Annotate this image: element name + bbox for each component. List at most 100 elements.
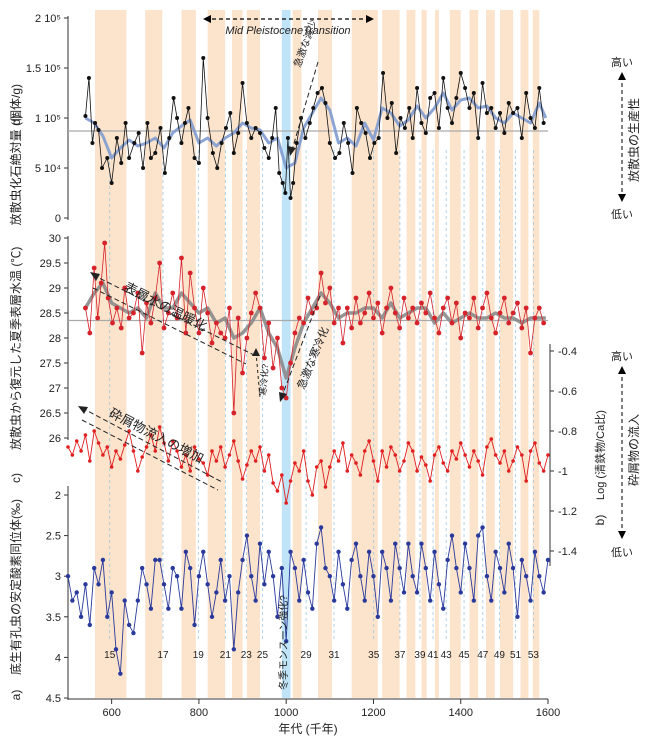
panel-d-point [327,141,332,145]
y-tick-label: 29 [49,283,61,295]
y-tick-label: -0.6 [558,386,577,398]
panel-c-point [283,395,289,401]
panel-d-point [96,128,101,132]
panel-d-point [210,151,215,155]
panel-d-point [90,141,95,145]
panel-c-point [231,410,237,416]
panel-a-point [423,565,429,571]
mis-stage-label: 15 [104,650,116,661]
panel-a-point [74,590,79,595]
panel-b-point [266,453,271,457]
panel-d-point [162,171,167,175]
panel-d-ylabel: 放散虫化石絶対量 (個体/g) [8,84,23,225]
panel-a-point [222,598,228,603]
panel-c-point [227,305,232,311]
panel-b-point [406,441,411,445]
glacial-band [292,10,302,698]
panel-c-point [467,315,472,321]
panel-a-point [436,582,442,587]
panel-d-point [291,181,296,185]
panel-c-point [475,325,481,331]
mis-stage-label: 21 [220,650,232,661]
panel-c-point [213,320,219,326]
glacial-bands [95,10,540,698]
panel-a-point [432,549,437,555]
panel-a-point [414,590,420,595]
glacial-band [434,10,439,698]
panel-a-point [279,565,285,571]
panel-d-point [484,111,489,115]
panel-a-point [148,606,154,611]
panel-b-point [458,441,463,445]
panel-a-point [462,541,468,546]
panel-c-point [506,320,512,326]
panel-d-point [136,131,141,135]
panel-c-point [414,320,420,326]
panel-b-point [441,461,446,465]
panel-a-point [523,574,529,579]
panel-b-point [537,461,542,465]
panel-c-point [87,330,93,336]
panel-d-point [537,86,542,90]
panel-c-point [427,290,433,296]
panel-c-ylabel: 放散虫から復元した夏季表層水温 (℃) [8,247,23,450]
panel-c-point [323,300,328,306]
panel-c-point [205,310,211,316]
glacial-band [232,10,243,698]
panel-c-point [318,270,324,276]
panel-b-point [301,449,306,453]
panel-b-point [236,459,240,463]
panel-b-point [371,459,376,463]
panel-a-point [174,574,180,579]
panel-d-point [228,111,233,115]
panel-d-point [363,131,368,135]
panel-d-point [283,191,288,195]
panel-b-point [144,445,149,449]
panel-c-point [301,320,307,326]
glacial-band [421,10,427,698]
panel-c-point [105,295,111,301]
y-tick-label: 1.5 10⁵ [26,63,61,75]
mpt-annotation: Mid PleistoceneTransition [203,15,374,37]
panel-c-point [161,325,167,331]
panel-c-point [501,295,507,301]
panel-a-point [471,598,477,603]
productivity-high: 高い [611,55,633,69]
panel-d-point [307,121,312,125]
panel-c-point [419,300,424,306]
panel-c-point [235,315,241,321]
panel-c-point [179,255,184,261]
panel-d-point [280,181,285,185]
panel-a-point [345,606,350,611]
panel-b-point [175,449,179,453]
panel-b-point [480,473,485,477]
panel-d-point [179,141,184,145]
y-tick-label: 29.5 [40,258,61,270]
panel-c-point [218,330,224,336]
mis-stage-label: 41 [428,650,440,661]
y-tick-label: 27 [49,383,61,395]
panel-b-point [358,473,363,477]
panel-b-point [293,461,297,465]
panel-c-point [288,360,293,366]
panel-b-point [380,449,384,453]
x-tick-label: 1400 [448,707,472,719]
panel-b-point [184,453,188,457]
panel-c-point [152,295,158,301]
panel-b-point [472,449,476,453]
mis-stage-label: 29 [301,650,313,661]
panel-a-point [358,574,363,579]
panel-b-point [284,501,288,505]
panel-c-point [83,305,88,311]
panel-d-point [498,111,502,115]
panel-b-point [432,453,437,457]
panel-c-point [126,315,132,321]
panel-c-point [131,310,136,316]
productivity-label: 放散虫の生産性 [626,98,641,182]
mis-stage-label: 37 [394,650,406,661]
panel-c-point [519,325,525,331]
panel-a-point [454,565,459,571]
panel-a-point [510,565,516,571]
panel-d-point [141,166,146,170]
panel-a-point [532,549,538,555]
